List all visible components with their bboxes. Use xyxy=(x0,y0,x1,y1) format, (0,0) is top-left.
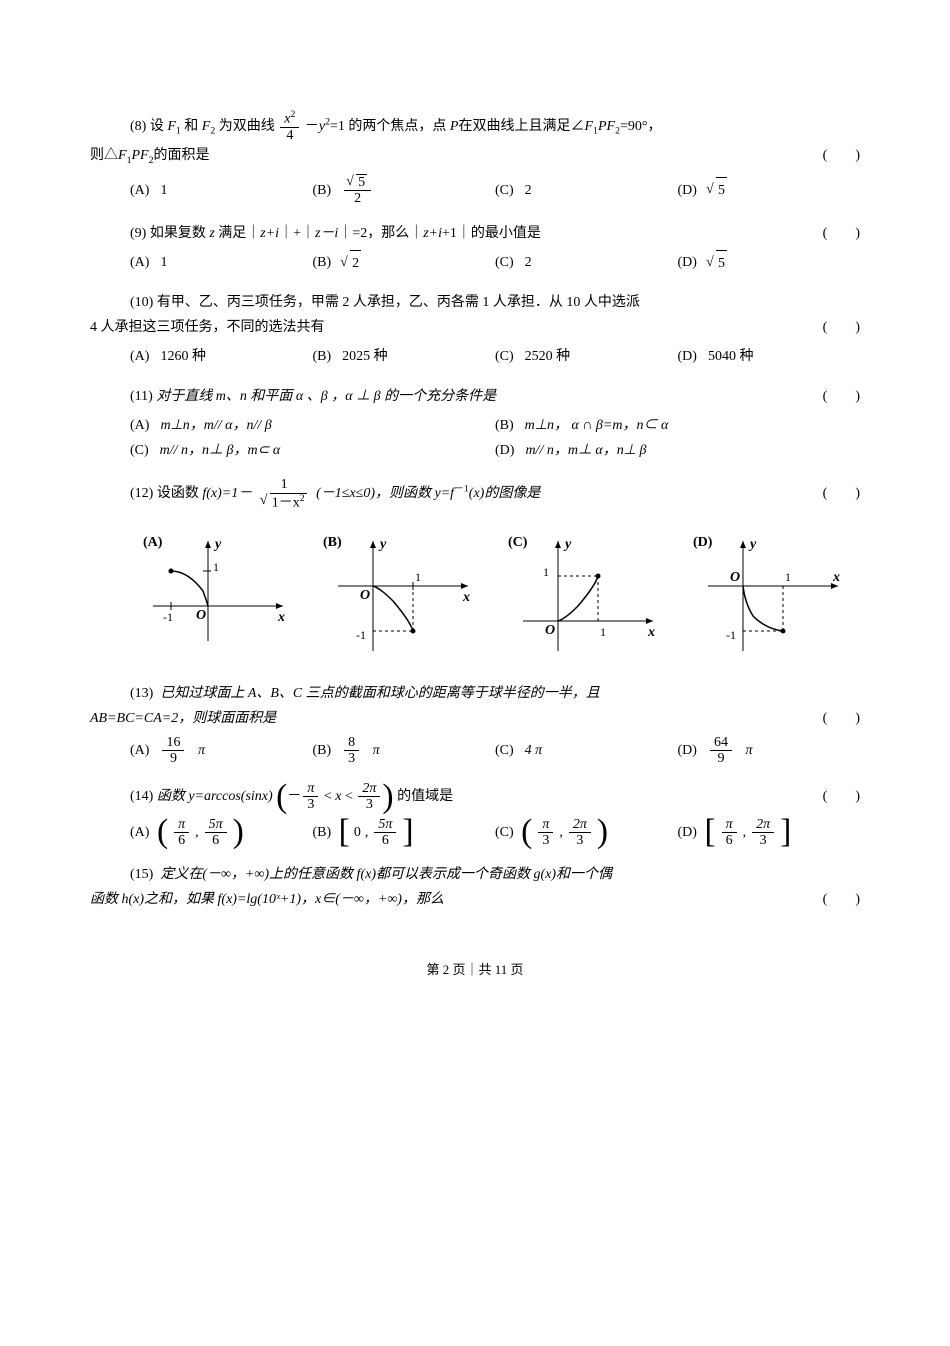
svg-text:1: 1 xyxy=(213,560,219,574)
choice-a: (A) 1260 种 xyxy=(130,344,313,369)
question-15: (15) 定义在(－∞，+∞)上的任意函数 f(x)都可以表示成一个奇函数 g(… xyxy=(90,862,860,912)
svg-text:y: y xyxy=(213,537,222,552)
q15-line1: (15) 定义在(－∞，+∞)上的任意函数 f(x)都可以表示成一个奇函数 g(… xyxy=(90,862,860,887)
chart-a: (A) y x O -1 1 xyxy=(133,531,293,661)
choice-b: (B) 52 xyxy=(313,174,496,207)
svg-text:x: x xyxy=(277,610,285,625)
answer-blank: ( ) xyxy=(823,481,860,506)
svg-text:(D): (D) xyxy=(693,535,713,550)
choice-d: (D) [π6,2π3] xyxy=(678,817,861,849)
svg-text:1: 1 xyxy=(600,625,606,639)
choice-b: (B) 83 π xyxy=(313,735,496,767)
q8-line1: (8) 设 F1 和 F2 为双曲线 x2 4 －y2=1 的两个焦点，点 P在… xyxy=(90,110,860,143)
choice-b: (B) 2 xyxy=(313,250,496,276)
choice-c: (C) 2 xyxy=(495,174,678,207)
svg-text:1: 1 xyxy=(785,570,791,584)
q11-line: (11) 对于直线 m、n 和平面 α 、β ，α ⊥ β 的一个充分条件是 (… xyxy=(90,384,860,409)
choice-c: (C) 4 π xyxy=(495,735,678,767)
svg-text:O: O xyxy=(196,608,206,623)
svg-text:(B): (B) xyxy=(323,535,342,550)
choice-a: (A) 1 xyxy=(130,174,313,207)
answer-blank: ( ) xyxy=(823,315,860,340)
q8-label: (8) xyxy=(130,119,146,134)
svg-text:x: x xyxy=(832,570,840,585)
choice-c: (C) 2 xyxy=(495,250,678,276)
page-footer: 第 2 页｜共 11 页 xyxy=(90,958,860,981)
question-14: (14) 函数 y=arccos(sinx) (－π3 < x < 2π3) 的… xyxy=(90,781,860,849)
question-9: (9) 如果复数 z 满足｜z+i｜+｜z－i｜=2，那么｜z+i+1｜的最小值… xyxy=(90,221,860,276)
question-11: (11) 对于直线 m、n 和平面 α 、β ，α ⊥ β 的一个充分条件是 (… xyxy=(90,384,860,464)
question-8: (8) 设 F1 和 F2 为双曲线 x2 4 －y2=1 的两个焦点，点 P在… xyxy=(90,110,860,207)
q14-line: (14) 函数 y=arccos(sinx) (－π3 < x < 2π3) 的… xyxy=(90,781,860,813)
answer-blank: ( ) xyxy=(823,221,860,246)
svg-text:O: O xyxy=(545,623,555,638)
choice-b: (B) 2025 种 xyxy=(313,344,496,369)
svg-text:(A): (A) xyxy=(143,535,163,550)
svg-text:O: O xyxy=(360,588,370,603)
choice-c: (C) 2520 种 xyxy=(495,344,678,369)
choice-c: (C) m// n，n⊥ β，m⊂ α xyxy=(130,438,495,463)
svg-text:y: y xyxy=(563,537,572,552)
q14-choices: (A) (π6,5π6) (B) [0,5π6] (C) (π3,2π3) (D… xyxy=(90,817,860,849)
q11-choices: (A) m⊥n，m// α，n// β (B) m⊥n， α ∩ β=m，n⊂ … xyxy=(90,413,860,463)
choice-a: (A) 169 π xyxy=(130,735,313,767)
q12-charts: (A) y x O -1 1 (B) y x O 1 -1 xyxy=(90,531,860,661)
choice-d: (D) m// n，m⊥ α，n⊥ β xyxy=(495,438,860,463)
q8-line2: 则△F1PF2的面积是 ( ) xyxy=(90,143,860,169)
chart-d: (D) y x O 1 -1 xyxy=(688,531,848,661)
choice-b: (B) [0,5π6] xyxy=(313,817,496,849)
choice-d: (D) 5 xyxy=(678,174,861,207)
q10-line2: 4 人承担这三项任务，不同的选法共有 ( ) xyxy=(90,315,860,340)
q12-line: (12) 设函数 f(x)=1－ 11－x2 (－1≤x≤0)，则函数 y=f－… xyxy=(90,477,860,510)
choice-a: (A) 1 xyxy=(130,250,313,276)
chart-b: (B) y x O 1 -1 xyxy=(318,531,478,661)
q13-line1: (13) 已知过球面上 A、B、C 三点的截面和球心的距离等于球半径的一半，且 xyxy=(90,681,860,706)
q13-line2: AB=BC=CA=2，则球面面积是 ( ) xyxy=(90,706,860,731)
q8-choices: (A) 1 (B) 52 (C) 2 (D) 5 xyxy=(90,174,860,207)
chart-c: (C) y x O 1 1 xyxy=(503,531,663,661)
svg-text:(C): (C) xyxy=(508,535,528,550)
choice-a: (A) m⊥n，m// α，n// β xyxy=(130,413,495,438)
choice-d: (D) 5 xyxy=(678,250,861,276)
q9-choices: (A) 1 (B) 2 (C) 2 (D) 5 xyxy=(90,250,860,276)
svg-text:-1: -1 xyxy=(356,628,366,642)
svg-text:y: y xyxy=(378,537,387,552)
choice-d: (D) 5040 种 xyxy=(678,344,861,369)
choice-b: (B) m⊥n， α ∩ β=m，n⊂ α xyxy=(495,413,860,438)
q13-choices: (A) 169 π (B) 83 π (C) 4 π (D) 649 π xyxy=(90,735,860,767)
svg-text:-1: -1 xyxy=(163,610,173,624)
q9-line: (9) 如果复数 z 满足｜z+i｜+｜z－i｜=2，那么｜z+i+1｜的最小值… xyxy=(90,221,860,246)
svg-text:y: y xyxy=(748,537,757,552)
choice-c: (C) (π3,2π3) xyxy=(495,817,678,849)
svg-text:x: x xyxy=(647,625,655,640)
answer-blank: ( ) xyxy=(823,384,860,409)
answer-blank: ( ) xyxy=(823,143,860,168)
answer-blank: ( ) xyxy=(823,784,860,809)
svg-text:1: 1 xyxy=(415,570,421,584)
choice-a: (A) (π6,5π6) xyxy=(130,817,313,849)
svg-text:x: x xyxy=(462,590,470,605)
choice-d: (D) 649 π xyxy=(678,735,861,767)
q8-fraction: x2 4 xyxy=(280,110,299,143)
svg-text:1: 1 xyxy=(543,565,549,579)
q15-line2: 函数 h(x)之和，如果 f(x)=lg(10ˣ+1)，x∈(－∞，+∞)，那么… xyxy=(90,887,860,912)
svg-text:-1: -1 xyxy=(726,628,736,642)
question-13: (13) 已知过球面上 A、B、C 三点的截面和球心的距离等于球半径的一半，且 … xyxy=(90,681,860,767)
answer-blank: ( ) xyxy=(823,887,860,912)
answer-blank: ( ) xyxy=(823,706,860,731)
svg-text:O: O xyxy=(730,570,740,585)
question-12: (12) 设函数 f(x)=1－ 11－x2 (－1≤x≤0)，则函数 y=f－… xyxy=(90,477,860,660)
question-10: (10) 有甲、乙、丙三项任务，甲需 2 人承担，乙、丙各需 1 人承担．从 1… xyxy=(90,290,860,370)
q10-line1: (10) 有甲、乙、丙三项任务，甲需 2 人承担，乙、丙各需 1 人承担．从 1… xyxy=(90,290,860,315)
q10-choices: (A) 1260 种 (B) 2025 种 (C) 2520 种 (D) 504… xyxy=(90,344,860,369)
